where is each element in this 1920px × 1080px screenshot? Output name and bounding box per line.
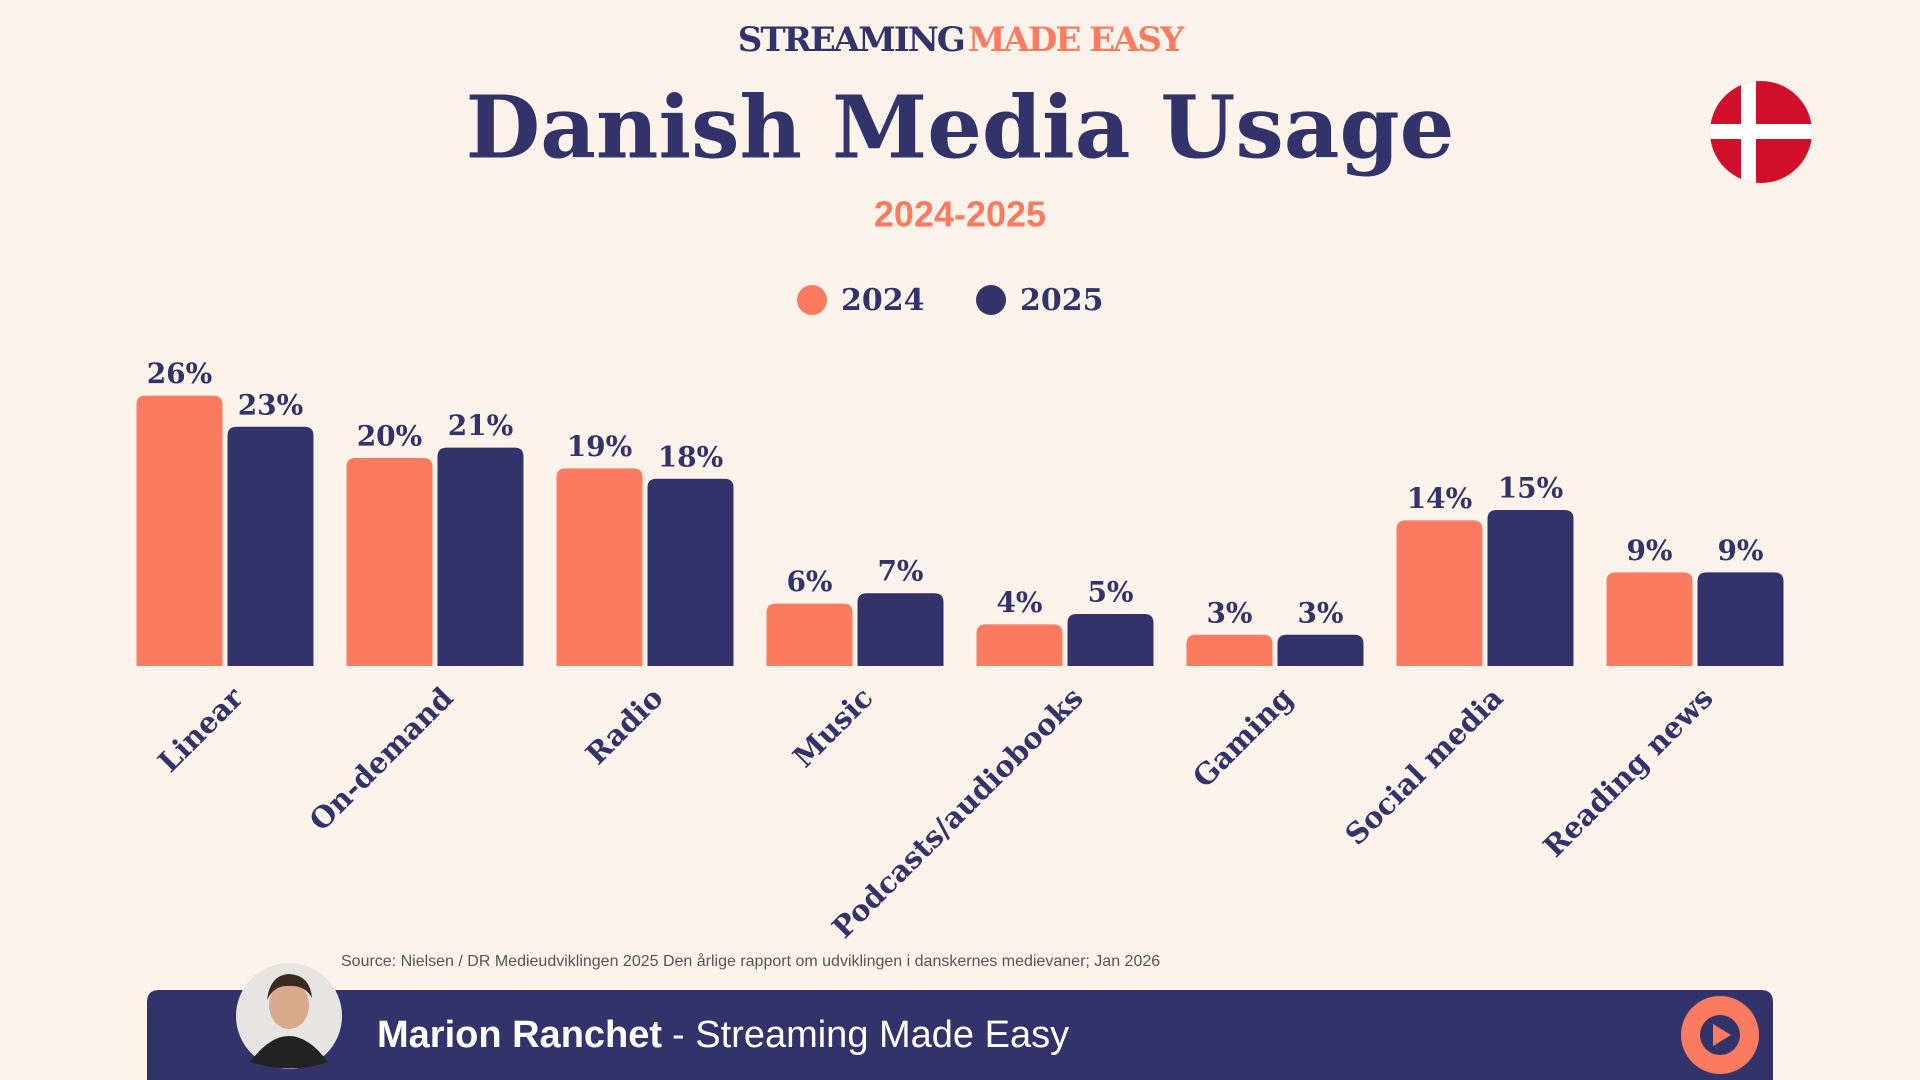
bar <box>857 593 944 666</box>
bar <box>1067 614 1154 666</box>
value-label: 4% <box>996 586 1042 619</box>
flag <box>1710 81 1812 183</box>
value-label: 14% <box>1407 482 1473 515</box>
bar <box>1697 572 1784 666</box>
bar <box>1487 510 1574 666</box>
footer-tagline: - Streaming Made Easy <box>672 1014 1069 1056</box>
footer-name: Marion Ranchet <box>377 1014 662 1056</box>
value-label: 15% <box>1498 472 1564 505</box>
bar <box>976 624 1063 666</box>
legend-swatch <box>797 285 827 315</box>
value-label: 5% <box>1087 576 1133 609</box>
bar <box>1186 634 1273 666</box>
bar <box>556 468 643 666</box>
bar <box>766 603 853 666</box>
bar <box>647 478 734 666</box>
bar <box>1277 634 1364 666</box>
chart-subtitle: 2024-2025 <box>874 194 1046 235</box>
legend-label: 2025 <box>1020 283 1104 318</box>
bar <box>437 447 524 666</box>
value-label: 6% <box>786 565 832 598</box>
value-label: 18% <box>658 440 724 473</box>
value-label: 20% <box>357 420 423 453</box>
legend-swatch <box>976 285 1006 315</box>
legend: 2024 2025 <box>797 283 1104 318</box>
source-note: Source: Nielsen / DR Medieudviklingen 20… <box>341 952 1160 970</box>
footer-text: Marion Ranchet - Streaming Made Easy <box>377 1014 1069 1056</box>
footer-logo <box>1681 996 1759 1074</box>
value-label: 9% <box>1626 534 1672 567</box>
bar <box>1606 572 1693 666</box>
value-label: 26% <box>147 357 213 390</box>
footer-bar <box>147 990 1773 1080</box>
bar <box>227 426 314 666</box>
value-label: 19% <box>567 430 633 463</box>
avatar <box>236 963 342 1069</box>
legend-label: 2024 <box>841 283 925 318</box>
brand-right: MADE EASY <box>968 20 1185 60</box>
value-label: 21% <box>448 409 514 442</box>
value-label: 9% <box>1717 534 1763 567</box>
brand-left: STREAMING <box>738 20 964 60</box>
value-label: 23% <box>238 388 304 421</box>
value-label: 3% <box>1297 596 1343 629</box>
value-label: 3% <box>1206 596 1252 629</box>
brand: STREAMING MADE EASY <box>738 20 1185 60</box>
bar <box>346 458 433 666</box>
bar <box>136 395 223 666</box>
chart-title: Danish Media Usage <box>466 78 1455 179</box>
bar <box>1396 520 1483 666</box>
value-label: 7% <box>877 555 923 588</box>
